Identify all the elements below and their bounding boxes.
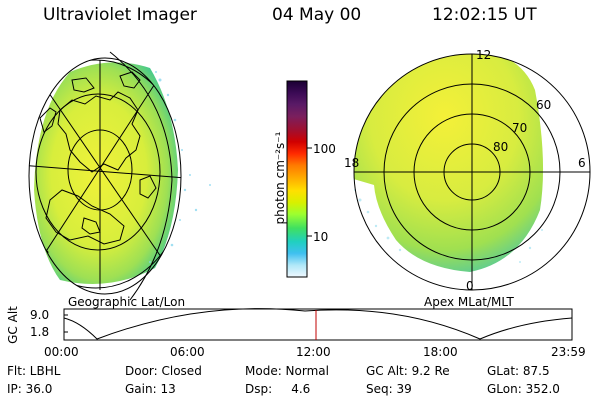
polar-lat-label-60: 60 — [536, 98, 552, 112]
polar-map — [353, 53, 591, 291]
left-noise-speckles — [149, 71, 211, 263]
coastline — [71, 77, 95, 93]
colorbar-frame — [286, 80, 308, 278]
footer-seq: Seq: 39 — [366, 382, 412, 396]
colorbar — [286, 80, 312, 278]
footer-filter: Flt: LBHL — [7, 364, 61, 378]
right-panel-label: Apex MLat/MLT — [424, 295, 514, 309]
lat-circle — [35, 93, 161, 251]
timeline-y-tick-9: 9.0 — [30, 308, 50, 322]
geographic-map — [28, 51, 211, 301]
footer-glat: GLat: 87.5 — [487, 364, 550, 378]
date-label: 04 May 00 — [272, 5, 362, 25]
coastline — [119, 71, 141, 89]
colorbar-unit-label: photon cm⁻²s⁻¹ — [273, 131, 287, 225]
polar-lat-label-80: 80 — [493, 140, 509, 154]
meridian — [29, 75, 161, 277]
gc-alt-curve — [63, 308, 573, 340]
polar-mlt-label-18: 18 — [344, 156, 360, 170]
timeline-y-tick-1-8: 1.8 — [30, 325, 50, 339]
polar-mlt-label-0: 0 — [466, 279, 474, 293]
timeline-x-tick-1800: 18:00 — [423, 345, 458, 359]
terminator-line — [109, 51, 173, 301]
right-aurora-image — [354, 54, 544, 272]
coastline — [139, 175, 157, 199]
polar-lat-label-70: 70 — [512, 121, 528, 135]
earth-limb — [28, 57, 182, 295]
colorbar-gradient — [287, 81, 307, 277]
coastline — [81, 217, 101, 235]
lat-circle — [29, 59, 181, 289]
timeline-axis-label: GC Alt — [6, 306, 20, 344]
timeline-frame — [63, 308, 573, 341]
polar-mlt-label-12: 12 — [476, 48, 492, 62]
colorbar-tick-label-100: 100 — [313, 142, 336, 156]
footer-ip: IP: 36.0 — [7, 382, 53, 396]
footer-door: Door: Closed — [125, 364, 202, 378]
colorbar-tick-label-10: 10 — [313, 230, 329, 244]
footer-glon: GLon: 352.0 — [487, 382, 560, 396]
meridian — [39, 79, 171, 271]
footer-gc-alt: GC Alt: 9.2 Re — [366, 364, 450, 378]
footer-gain: Gain: 13 — [125, 382, 176, 396]
timeline-x-tick-1200: 12:00 — [296, 345, 331, 359]
instrument-title: Ultraviolet Imager — [43, 5, 197, 25]
time-label: 12:02:15 UT — [432, 5, 537, 25]
left-panel-label: Geographic Lat/Lon — [68, 295, 186, 309]
footer-dsp: Dsp: 4.6 — [245, 382, 311, 396]
coastline — [45, 189, 125, 245]
timeline-x-tick-0600: 06:00 — [170, 345, 205, 359]
orbit-timeline — [63, 308, 573, 341]
timeline-x-tick-2359: 23:59 — [551, 345, 586, 359]
polar-mlt-label-6: 6 — [578, 156, 586, 170]
footer-mode: Mode: Normal — [245, 364, 329, 378]
timeline-x-tick-0000: 00:00 — [44, 345, 79, 359]
coastline — [39, 107, 57, 133]
